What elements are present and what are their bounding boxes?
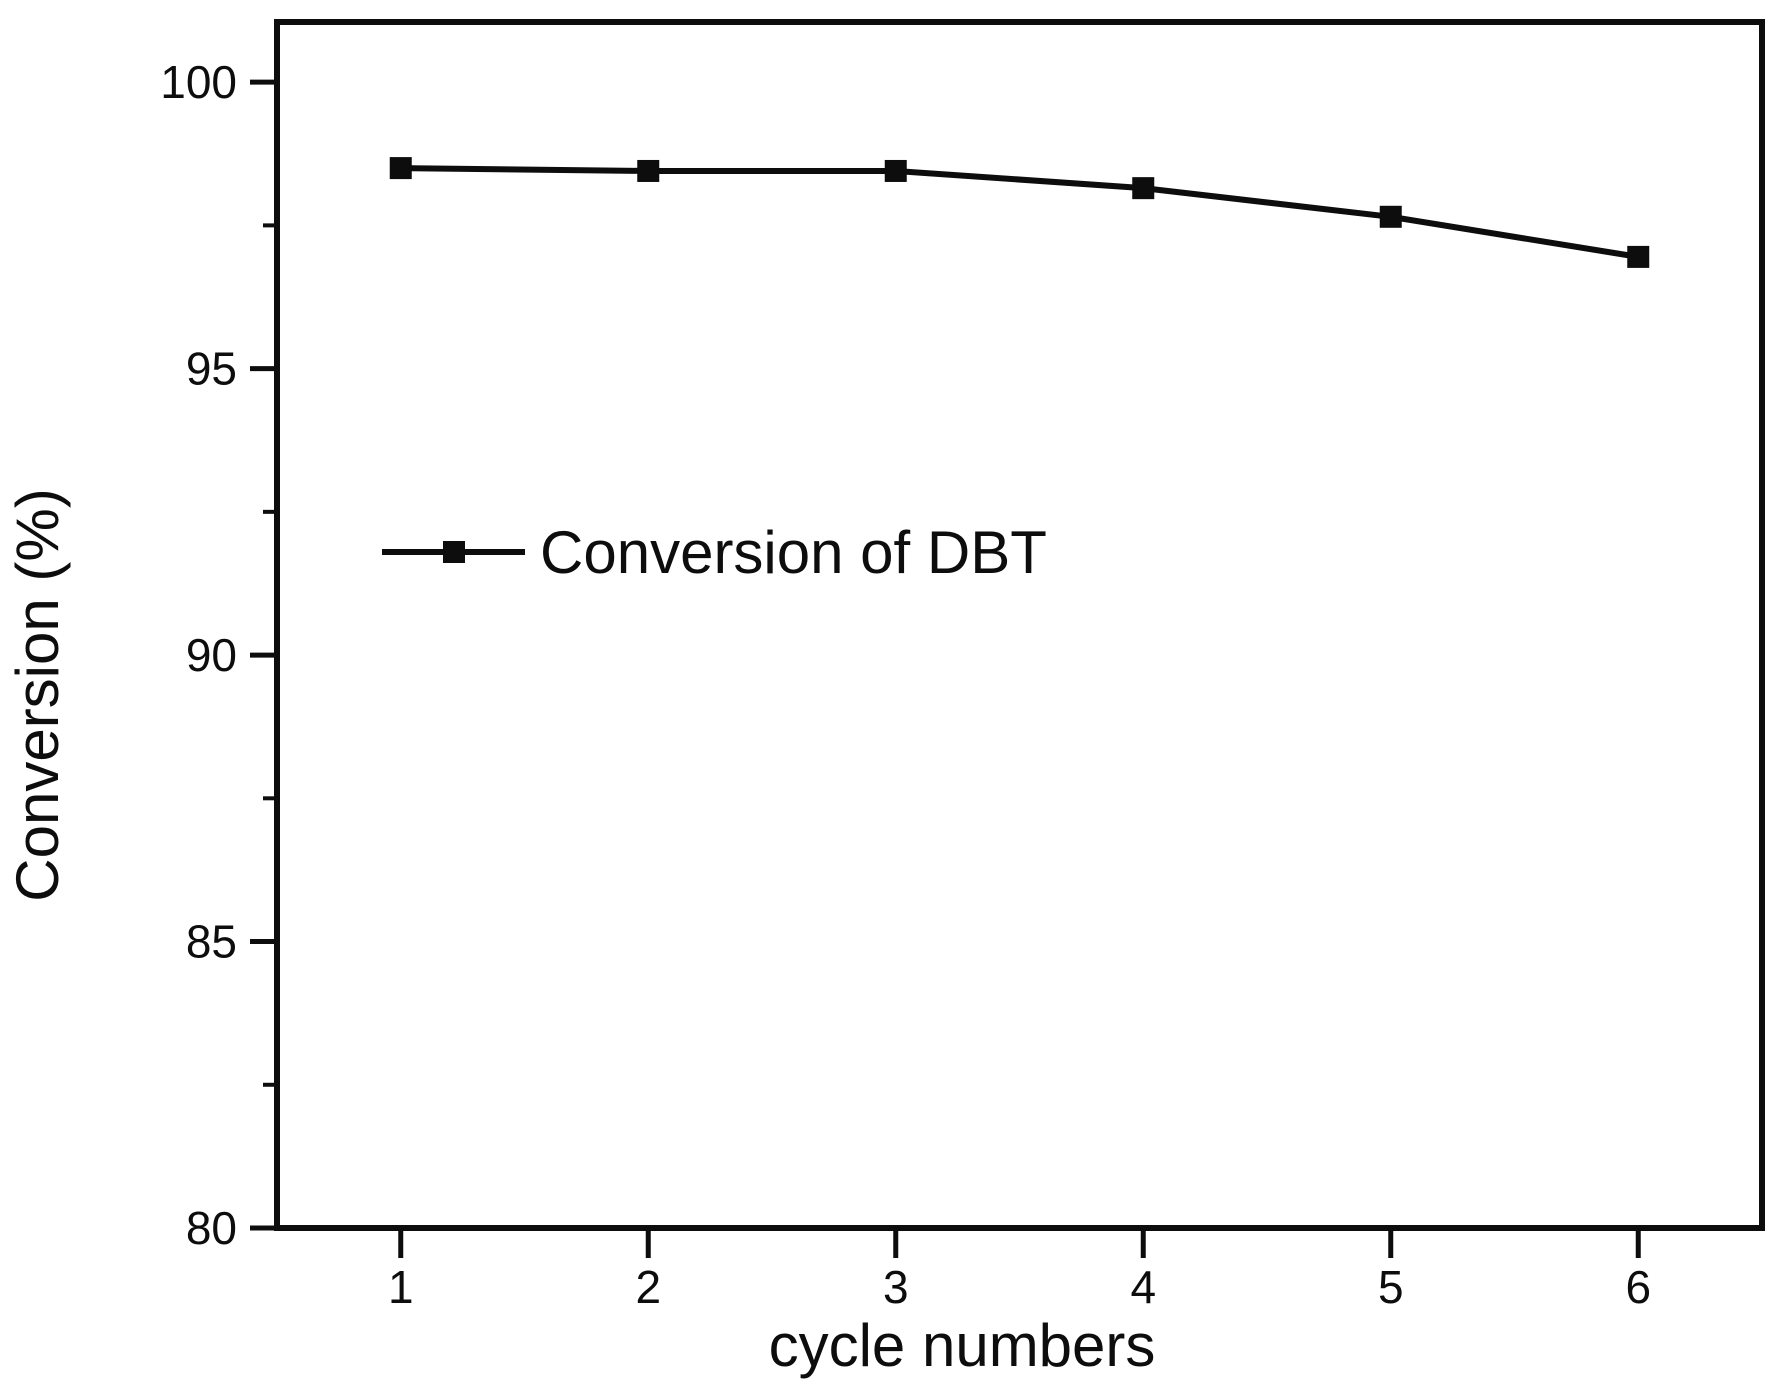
data-line [400, 165, 1639, 260]
x-tick-label: 6 [1625, 1261, 1651, 1313]
data-point-marker [1627, 245, 1650, 268]
data-point-marker [637, 159, 660, 182]
plot-frame [274, 19, 1765, 1231]
legend: Conversion of DBT [382, 519, 1047, 586]
x-tick-label: 5 [1378, 1261, 1404, 1313]
y-tick-label: 90 [186, 629, 237, 681]
y-tick-label: 95 [186, 343, 237, 395]
x-tick-label: 1 [388, 1261, 414, 1313]
y-tick-label: 100 [160, 56, 237, 108]
legend-label: Conversion of DBT [540, 519, 1047, 586]
y-axis-title: Conversion (%) [4, 488, 71, 901]
y-tick-label: 80 [186, 1202, 237, 1254]
data-point-marker [1379, 205, 1402, 228]
x-axis-title: cycle numbers [769, 1312, 1156, 1379]
data-point-marker [884, 159, 907, 182]
x-tick-label: 3 [883, 1261, 909, 1313]
legend-marker-icon [443, 541, 465, 563]
data-point-marker [1132, 177, 1155, 200]
y-tick-label: 85 [186, 916, 237, 968]
x-tick-label: 2 [635, 1261, 661, 1313]
x-tick-label: 4 [1130, 1261, 1156, 1313]
data-point-marker [389, 157, 412, 180]
